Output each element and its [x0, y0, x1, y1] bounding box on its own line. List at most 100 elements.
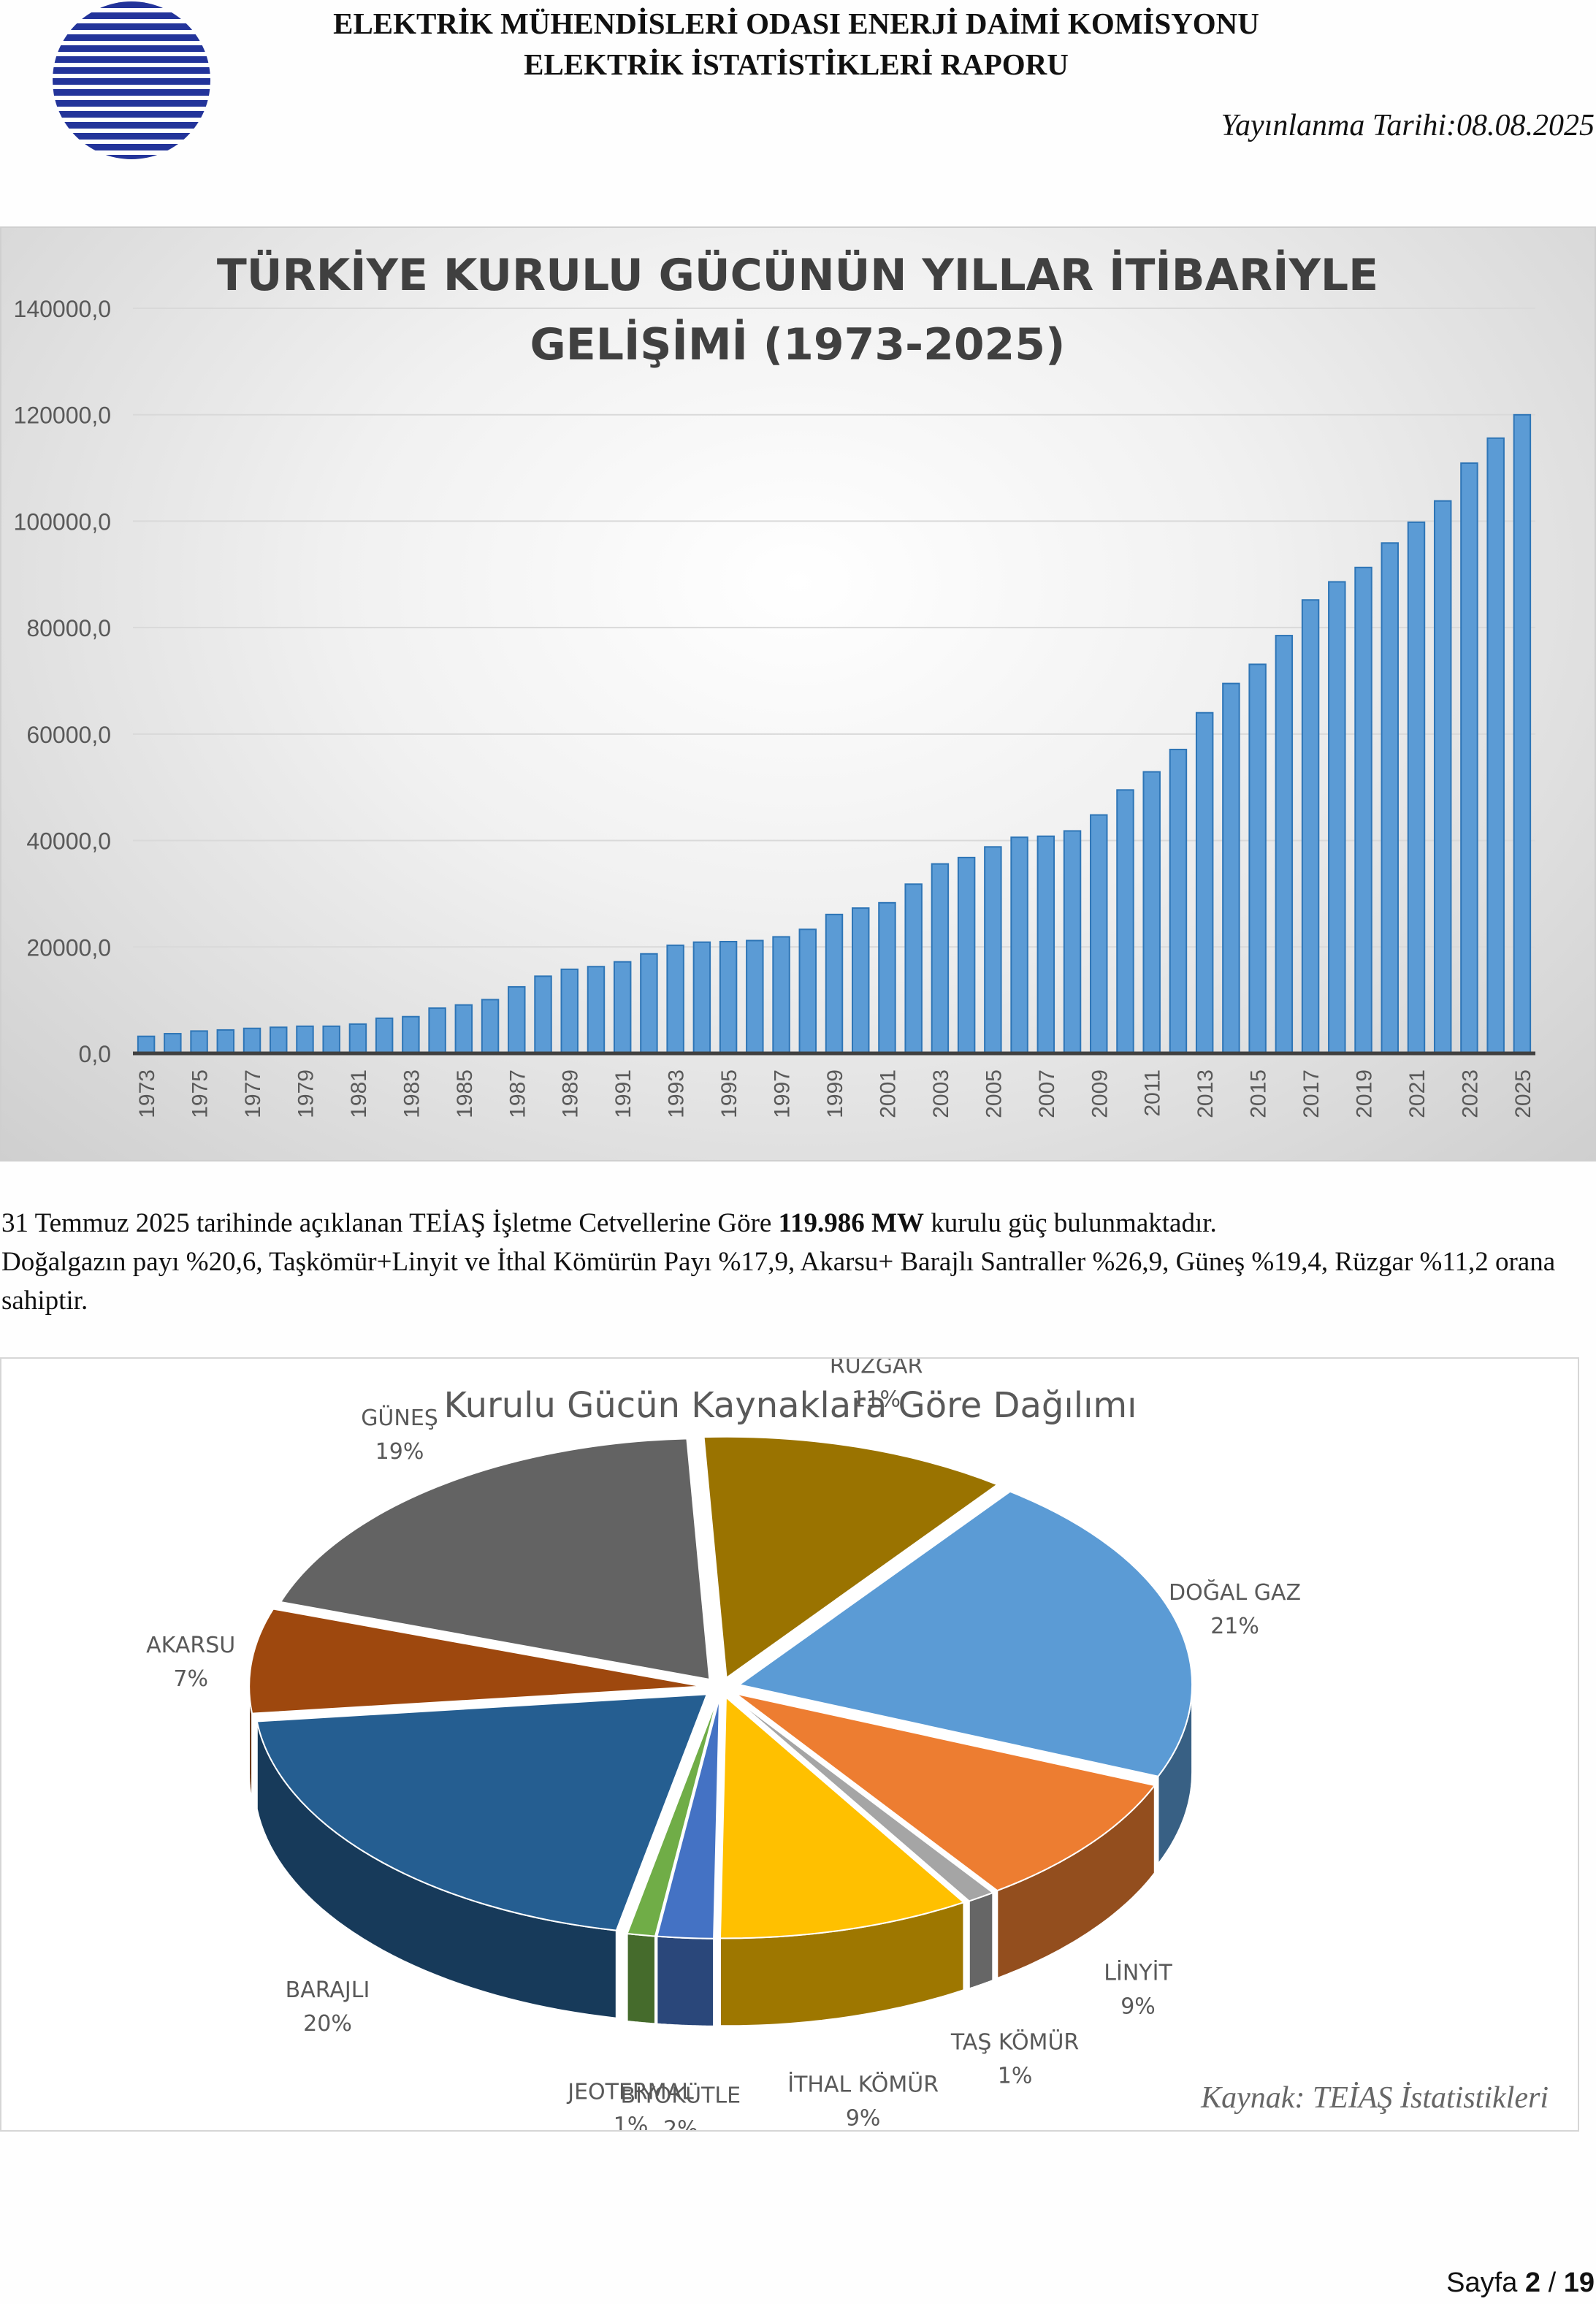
bar-1976: [216, 1029, 235, 1055]
summary-paragraph: 31 Temmuz 2025 tarihinde açıklanan TEİAŞ…: [1, 1204, 1594, 1320]
bar-2002: [904, 883, 923, 1054]
pie-chart-svg: Kurulu Gücün Kaynaklara Göre Dağılımı RÜZ…: [146, 1359, 1301, 2130]
summary-line-1-post: kurulu güç bulunmaktadır.: [923, 1208, 1217, 1238]
bar-chart-title: GELİŞİMİ (1973-2025): [530, 318, 1066, 370]
pie-label-name: BİYOKÜTLE: [621, 2083, 741, 2109]
bar-1994: [692, 941, 711, 1054]
bar-2011: [1142, 771, 1161, 1054]
x-tick-label: 2023: [1458, 1069, 1482, 1118]
bar-2009: [1090, 814, 1108, 1054]
pie-slice-İTHAL KÖMÜR: [719, 1695, 966, 1939]
bar-2014: [1222, 682, 1240, 1055]
page-separator: /: [1540, 2267, 1564, 2298]
bar-1990: [587, 966, 606, 1054]
x-tick-label: 1985: [453, 1069, 477, 1118]
x-tick-label: 2011: [1141, 1069, 1165, 1117]
bar-1991: [613, 961, 632, 1055]
pie-label-percent: 21%: [1210, 1614, 1259, 1639]
bar-1986: [481, 999, 500, 1055]
report-title: ELEKTRİK MÜHENDİSLERİ ODASI ENERJİ DAİMİ…: [333, 7, 1259, 81]
page-total: 19: [1563, 2267, 1595, 2298]
bar-1982: [375, 1017, 394, 1055]
pie-slice-BİYOKÜTLE: [656, 1697, 721, 1939]
bar-2000: [851, 907, 870, 1054]
page-number: Sayfa 2 / 19: [1446, 2267, 1595, 2299]
pie-slice-AKARSU: [248, 1608, 703, 1714]
bar-2025: [1513, 413, 1532, 1054]
pie-label-percent: 20%: [303, 2011, 352, 2037]
y-tick-label: 80000,0: [26, 615, 111, 641]
pie-slice-JEOTERMAL: [626, 1697, 719, 1937]
bar-1973: [137, 1035, 156, 1054]
bar-2017: [1301, 599, 1320, 1054]
pie-label-percent: 9%: [1120, 1994, 1156, 2019]
bar-1985: [454, 1004, 473, 1054]
publication-date: Yayınlanma Tarihi:08.08.2025: [1221, 109, 1595, 142]
pie-label-name: RÜZGAR: [830, 1359, 923, 1379]
bar-2007: [1036, 835, 1055, 1054]
page-current: 2: [1524, 2267, 1541, 2298]
x-tick-label: 1989: [559, 1069, 583, 1118]
pie-slice-DOĞAL GAZ: [737, 1490, 1194, 1777]
bar-1987: [508, 985, 526, 1055]
pie-label-name: BARAJLI: [286, 1977, 370, 2003]
y-tick-label: 120000,0: [14, 403, 111, 429]
bar-1981: [348, 1023, 367, 1055]
bar-1999: [825, 913, 844, 1054]
bar-2006: [1010, 836, 1028, 1054]
bar-2004: [957, 856, 976, 1055]
pie-label-percent: 1%: [998, 2063, 1033, 2089]
summary-line-1: 31 Temmuz 2025 tarihinde açıklanan TEİAŞ…: [1, 1204, 1594, 1243]
bar-chart-svg: 0,0 20000,0 40000,0 60000,0 80000,0 100000,0 1…: [14, 248, 1535, 1118]
y-tick-label: 60000,0: [26, 722, 111, 748]
x-tick-label: 2009: [1088, 1069, 1112, 1118]
bar-1988: [534, 975, 552, 1055]
bar-1989: [560, 968, 579, 1055]
bar-1992: [640, 953, 658, 1054]
pie-source-note: Kaynak: TEİAŞ İstatistikleri: [1201, 2081, 1549, 2115]
x-tick-label: 2015: [1247, 1069, 1271, 1118]
bar-2010: [1116, 789, 1134, 1054]
x-tick-label: 1973: [135, 1069, 159, 1118]
bar-1975: [190, 1030, 208, 1055]
summary-line-1-pre: 31 Temmuz 2025 tarihinde açıklanan TEİAŞ…: [1, 1208, 779, 1238]
x-tick-label: 1977: [241, 1069, 265, 1118]
bar-1983: [402, 1015, 420, 1054]
bar-2022: [1433, 500, 1452, 1054]
x-tick-label: 2017: [1299, 1069, 1324, 1118]
bar-1980: [322, 1025, 340, 1055]
bar-chart-title: TÜRKİYE KURULU GÜCÜNÜN YILLAR İTİBARİYLE: [217, 248, 1378, 301]
pie-label-name: TAŞ KÖMÜR: [950, 2029, 1079, 2055]
bar-1995: [719, 941, 738, 1054]
pie-label-percent: 7%: [173, 1666, 208, 1692]
y-tick-label: 40000,0: [26, 828, 111, 855]
bar-1993: [666, 945, 684, 1054]
bar-1979: [296, 1025, 314, 1055]
pie-label-name: GÜNEŞ: [361, 1405, 438, 1431]
bar-2021: [1407, 521, 1426, 1054]
x-tick-label: 1995: [717, 1069, 741, 1118]
emo-logo: [53, 1, 210, 159]
y-tick-label: 0,0: [79, 1041, 111, 1067]
pie-label-percent: 1%: [614, 2113, 649, 2130]
pie-label-name: JEOTERMAL: [566, 2080, 694, 2105]
pie-slice-LİNYİT: [735, 1693, 1156, 1892]
pie-wall-TAŞ KÖMÜR: [968, 1891, 994, 1990]
bar-2023: [1460, 462, 1478, 1054]
pie-label-name: İTHAL KÖMÜR: [787, 2072, 939, 2098]
x-tick-label: 2001: [876, 1069, 900, 1118]
bar-2001: [878, 901, 896, 1054]
pie-label-name: DOĞAL GAZ: [1169, 1579, 1301, 1606]
bar-2024: [1486, 437, 1505, 1054]
bar-2005: [984, 846, 1002, 1054]
x-tick-label: 2005: [982, 1069, 1006, 1118]
bar-2015: [1248, 663, 1267, 1054]
pie-label-name: AKARSU: [146, 1633, 235, 1658]
pie-label-percent: 19%: [375, 1439, 424, 1465]
installed-capacity-bar-chart: 0,0 20000,0 40000,0 60000,0 80000,0 100000,0 1…: [0, 226, 1596, 1161]
x-tick-label: 1993: [665, 1069, 689, 1118]
pie-chart-title: Kurulu Gücün Kaynaklara Göre Dağılımı: [443, 1385, 1137, 1426]
pie-slice-GÜNEŞ: [279, 1438, 711, 1681]
bar-1997: [772, 936, 790, 1055]
pie-label-percent: 11%: [852, 1387, 901, 1413]
